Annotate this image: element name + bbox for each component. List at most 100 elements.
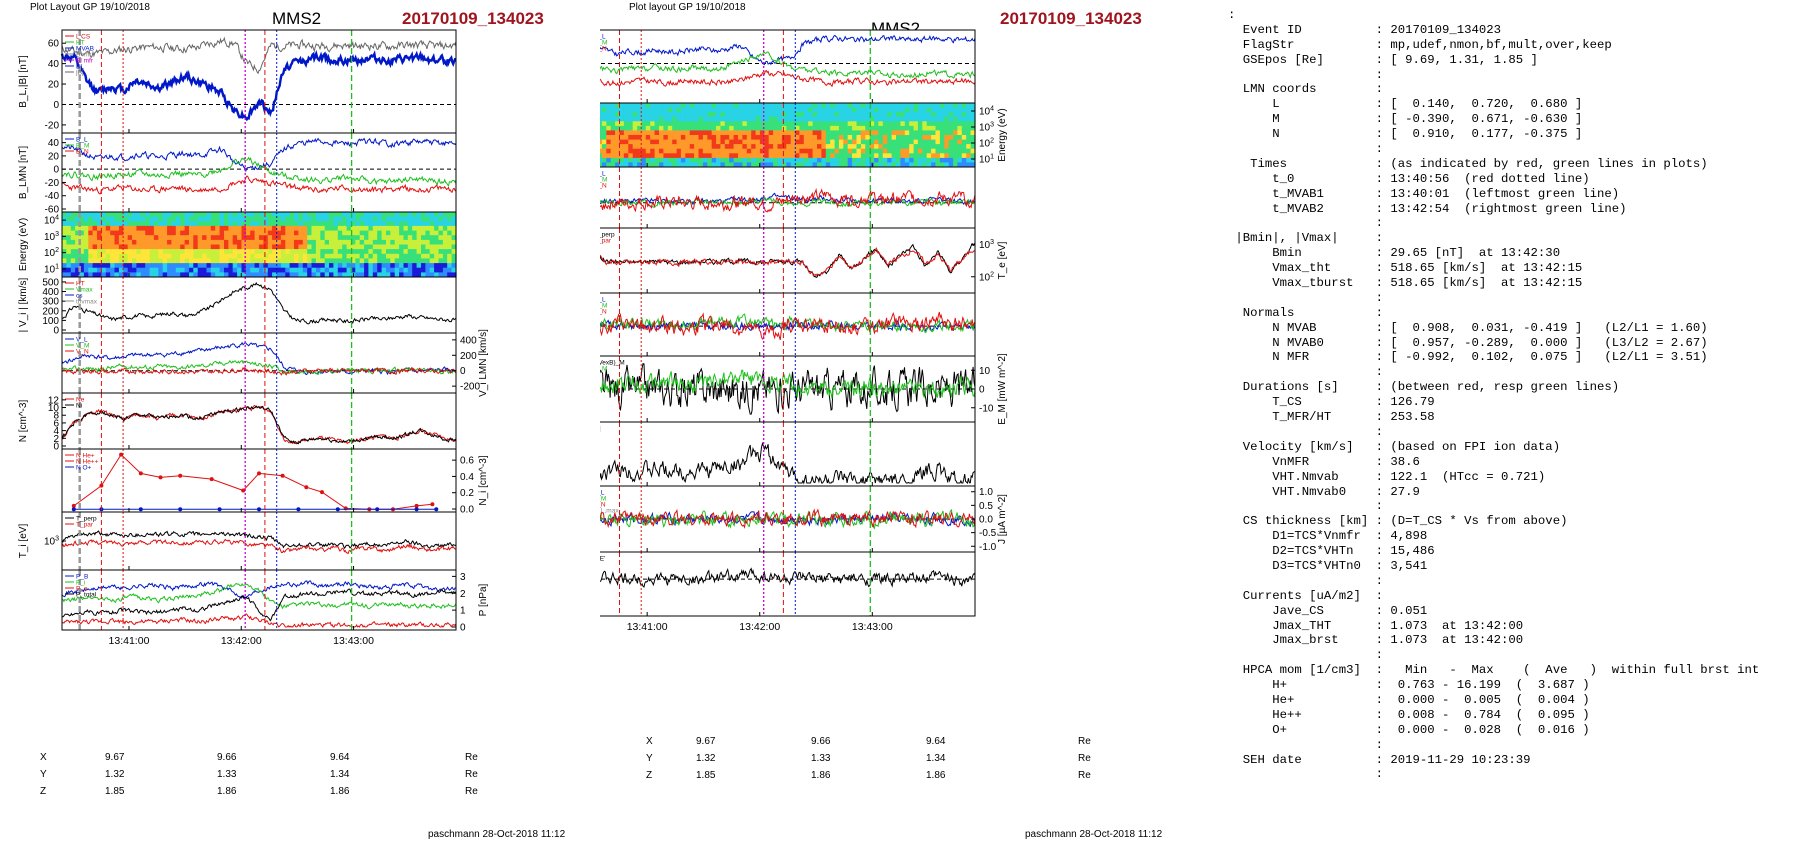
spectrogram-cell xyxy=(948,139,954,145)
spectrogram-cell xyxy=(729,130,735,136)
info-line: T_CS : 126.79 xyxy=(1228,395,1435,410)
spectrogram-cell xyxy=(180,212,186,218)
spectrogram-cell xyxy=(350,239,356,246)
spectrogram-cell xyxy=(407,230,413,236)
info-line: Event ID : 20170109_134023 xyxy=(1228,22,1502,37)
spectrogram-cell xyxy=(676,103,682,109)
spectrogram-cell xyxy=(250,253,256,259)
spectrogram-cell xyxy=(856,144,862,150)
spectrogram-cell xyxy=(856,107,862,113)
spectrogram-cell xyxy=(83,249,89,255)
spectrogram-cell xyxy=(70,216,76,222)
spectrogram-cell xyxy=(847,121,853,127)
spectrogram-cell xyxy=(869,116,875,122)
spectrogram-cell xyxy=(790,135,796,141)
spectrogram-cell xyxy=(606,107,612,113)
spectrogram-cell xyxy=(416,272,422,278)
spectrogram-cell xyxy=(843,157,849,164)
spectrogram-cell xyxy=(900,116,906,122)
spectrogram-cell xyxy=(812,157,818,164)
spectrogram-cell xyxy=(904,162,910,168)
spectrogram-cell xyxy=(101,221,107,227)
spectrogram-cell xyxy=(232,253,238,259)
spectrogram-cell xyxy=(399,239,405,246)
legend-entry: B_N xyxy=(76,149,89,156)
spectrogram-cell xyxy=(663,130,669,136)
spectrogram-cell xyxy=(337,249,343,255)
spectrogram-cell xyxy=(381,212,387,218)
spectrogram-cell xyxy=(759,162,765,168)
spectrogram-cell xyxy=(953,139,959,145)
spectrogram-cell xyxy=(707,103,713,109)
spectrogram-cell xyxy=(280,216,286,222)
spectrogram-cell xyxy=(399,212,405,218)
spectrogram-cell xyxy=(215,249,221,255)
spectrogram-cell xyxy=(83,267,89,273)
spectrogram-cell xyxy=(88,263,94,269)
spectrogram-cell xyxy=(377,235,383,241)
legend: J_LJ_MJ_NJ_L,max xyxy=(600,490,619,515)
spectrogram-cell xyxy=(88,221,94,227)
spectrogram-cell xyxy=(342,244,348,250)
y-tick-label: 0 xyxy=(979,385,985,396)
spectrogram-cell xyxy=(777,121,783,127)
spectrogram-cell xyxy=(210,272,216,278)
data-point xyxy=(320,490,324,495)
spectrogram-cell xyxy=(707,116,713,122)
spectrogram-cell xyxy=(939,157,945,164)
spectrogram-cell xyxy=(619,125,625,132)
spectrogram-cell xyxy=(860,130,866,136)
y-tick-label: 10 xyxy=(979,366,991,377)
spectrogram-cell xyxy=(364,253,370,259)
spectrogram-cell xyxy=(852,157,858,164)
spectrogram-cell xyxy=(817,125,822,132)
spectrogram-cell xyxy=(742,162,748,168)
spectrogram-cell xyxy=(127,239,133,246)
spectrogram-cell xyxy=(887,148,893,154)
spectrogram-cell xyxy=(926,112,932,118)
spectrogram-cell xyxy=(755,135,761,141)
spectrogram-cell xyxy=(167,263,173,269)
spectrogram-cell xyxy=(777,139,783,145)
spectrogram-cell xyxy=(645,112,651,118)
spectrogram-cell xyxy=(421,263,426,269)
spectrogram-cell xyxy=(843,148,849,154)
spectrogram-cell xyxy=(140,244,146,250)
spectrogram-cell xyxy=(237,258,243,264)
spectrogram-cell xyxy=(280,230,286,236)
spectrogram-cell xyxy=(447,244,453,250)
spectrogram-cell xyxy=(707,144,713,150)
spectrogram-cell xyxy=(294,267,299,273)
spectrogram-cell xyxy=(724,144,730,150)
spectrogram-cell xyxy=(342,235,348,241)
series-line xyxy=(61,36,457,75)
spectrogram-cell xyxy=(224,221,229,227)
spectrogram-cell xyxy=(110,253,116,259)
spectrogram-cell xyxy=(852,162,858,168)
spectrogram-cell xyxy=(667,112,673,118)
spectrogram-cell xyxy=(307,212,313,218)
spectrogram-cell xyxy=(716,121,722,127)
spectrogram-cell xyxy=(237,230,243,236)
spectrogram-cell xyxy=(171,244,177,250)
spectrogram-cell xyxy=(834,121,840,127)
spectrogram-cell xyxy=(407,267,413,273)
info-line: D3=TCS*VHTn0 : 3,541 xyxy=(1228,558,1428,573)
spectrogram-cell xyxy=(685,139,691,145)
spectrogram-cell xyxy=(795,130,801,136)
spectrogram-cell xyxy=(263,230,269,236)
y-tick-label: 101 xyxy=(979,154,994,166)
position-value: 1.86 xyxy=(926,770,946,781)
spectrogram-cell xyxy=(948,116,954,122)
spectrogram-cell xyxy=(62,263,67,269)
spectrogram-cell xyxy=(803,130,809,136)
spectrogram-cell xyxy=(790,112,796,118)
spectrogram-cell xyxy=(742,144,748,150)
spectrogram-cell xyxy=(403,239,409,246)
spectrogram-cell xyxy=(970,148,976,154)
spectrogram-cell xyxy=(615,162,621,168)
spectrogram-cell xyxy=(733,153,739,159)
spectrogram-cell xyxy=(716,157,722,164)
spectrogram-cell xyxy=(302,244,308,250)
spectrogram-cell xyxy=(830,121,836,127)
